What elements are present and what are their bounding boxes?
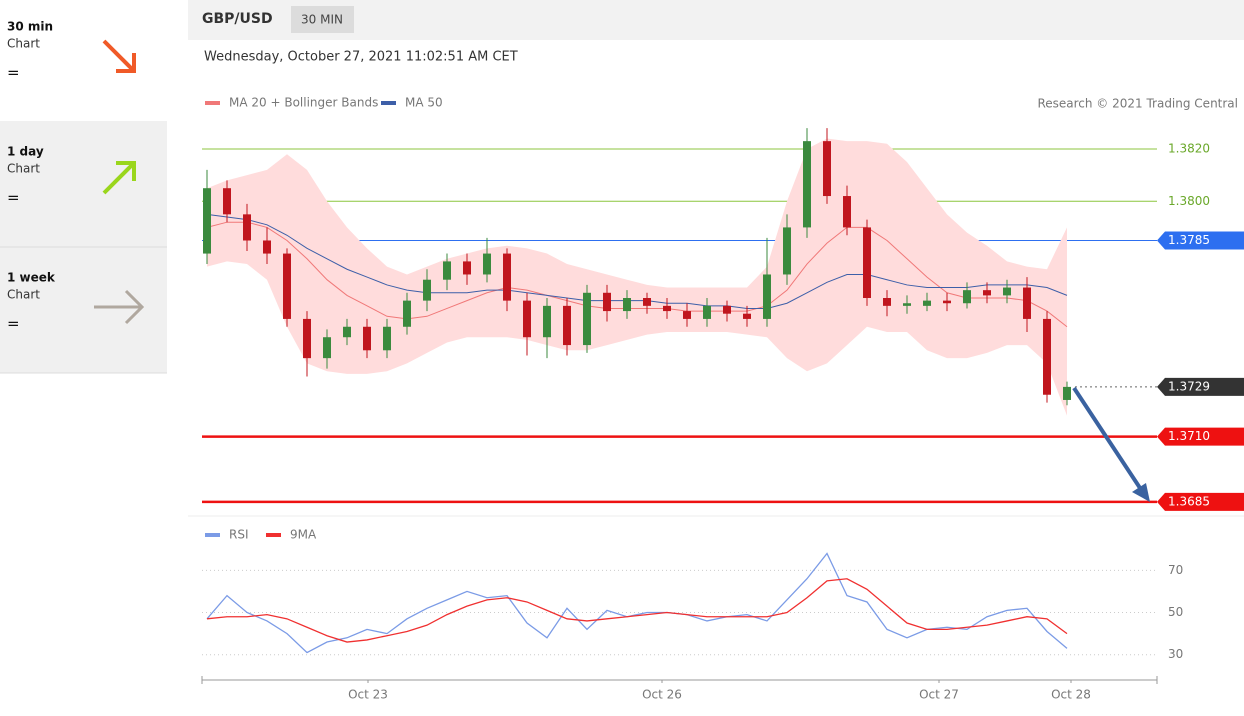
candle-body <box>963 290 971 304</box>
label: Chart <box>7 288 40 302</box>
candle-body <box>843 196 851 228</box>
plot: 1.3820 1.3800 1.3785 1.3729 1.3710 1.3685 MA 2… <box>201 96 1244 702</box>
candle-body <box>263 240 271 254</box>
candle-body <box>623 298 631 312</box>
period: 30 min <box>7 20 53 34</box>
candle-body <box>343 326 351 338</box>
x-tick-label: Oct 27 <box>919 688 959 702</box>
sidebar-item[interactable] <box>0 0 167 121</box>
candle-body <box>483 253 491 275</box>
status: = <box>7 315 20 333</box>
candle-body <box>403 300 411 327</box>
candle-body <box>383 326 391 351</box>
candle-body <box>563 305 571 346</box>
label: Chart <box>7 37 40 51</box>
candle-body <box>243 214 251 241</box>
credit: Research © 2021 Trading Central <box>1037 97 1238 111</box>
arrow-right-icon <box>94 289 145 325</box>
candle-body <box>903 303 911 306</box>
level-label: 1.3685 <box>1168 494 1210 508</box>
candle-body <box>223 188 231 215</box>
y-tick-label: 50 <box>1168 605 1183 619</box>
candle-body <box>1043 318 1051 395</box>
candle-body <box>603 292 611 312</box>
candle-body <box>743 313 751 319</box>
level-badge <box>1157 427 1244 446</box>
level-label: 1.3710 <box>1168 429 1210 443</box>
legend-label: RSI <box>229 528 249 542</box>
candle-body <box>663 305 671 312</box>
level-label: 1.3800 <box>1168 194 1210 208</box>
candle-body <box>683 311 691 319</box>
arrow-down-icon <box>102 39 136 73</box>
candle-body <box>423 279 431 301</box>
interval: 30 MIN <box>301 13 343 27</box>
sidebar-item[interactable] <box>0 121 167 247</box>
candle-body <box>203 188 211 254</box>
candle-body <box>723 305 731 314</box>
header-bar <box>188 0 1244 40</box>
candle-body <box>863 227 871 299</box>
forecast-arrow <box>1072 386 1150 502</box>
status: = <box>7 64 20 82</box>
candle-body <box>803 141 811 228</box>
candle-body <box>1063 386 1071 400</box>
candle-body <box>703 305 711 319</box>
legend-label: 9MA <box>290 528 317 542</box>
moving-average <box>206 221 1068 328</box>
candle-body <box>943 300 951 304</box>
candle-body <box>883 298 891 306</box>
interval-badge[interactable] <box>291 6 354 33</box>
candle-body <box>783 227 791 275</box>
level-badge <box>1157 492 1244 511</box>
candle-body <box>443 261 451 280</box>
candle-body <box>1003 287 1011 296</box>
legend-label: MA 50 <box>405 96 443 110</box>
level-label: 1.3785 <box>1168 233 1210 247</box>
y-tick-label: 30 <box>1168 647 1183 661</box>
moving-average <box>206 213 1068 309</box>
candle-body <box>323 337 331 359</box>
candle-body <box>823 141 831 197</box>
symbol: GBP/USD <box>202 11 273 27</box>
sidebar-item[interactable] <box>0 247 167 373</box>
x-tick-label: Oct 28 <box>1051 688 1091 702</box>
candle-body <box>1023 287 1031 319</box>
arrow-up-icon <box>102 161 136 195</box>
candle-body <box>583 292 591 346</box>
candle-body <box>503 253 511 301</box>
y-tick-label: 70 <box>1168 563 1183 577</box>
indicator-line <box>206 552 1068 654</box>
timestamp: Wednesday, October 27, 2021 11:02:51 AM … <box>204 50 518 65</box>
legend-label: MA 20 + Bollinger Bands <box>229 96 378 110</box>
bollinger-band <box>207 138 1067 416</box>
candle-body <box>643 298 651 306</box>
indicator-line <box>206 578 1068 643</box>
x-tick-label: Oct 23 <box>348 688 388 702</box>
candle-body <box>923 300 931 306</box>
candle-body <box>983 290 991 296</box>
x-tick-label: Oct 26 <box>642 688 682 702</box>
level-badge <box>1157 377 1244 396</box>
label: Chart <box>7 162 40 176</box>
level-label: 1.3820 <box>1168 141 1210 155</box>
period: 1 day <box>7 145 44 159</box>
candle-body <box>363 326 371 351</box>
candle-body <box>463 261 471 275</box>
candle-body <box>543 305 551 338</box>
candle-body <box>523 300 531 338</box>
candle-body <box>763 274 771 319</box>
level-badge <box>1157 231 1244 250</box>
candle-body <box>303 318 311 359</box>
status: = <box>7 189 20 207</box>
candle-body <box>283 253 291 319</box>
period: 1 week <box>7 271 56 285</box>
level-label: 1.3729 <box>1168 379 1210 393</box>
